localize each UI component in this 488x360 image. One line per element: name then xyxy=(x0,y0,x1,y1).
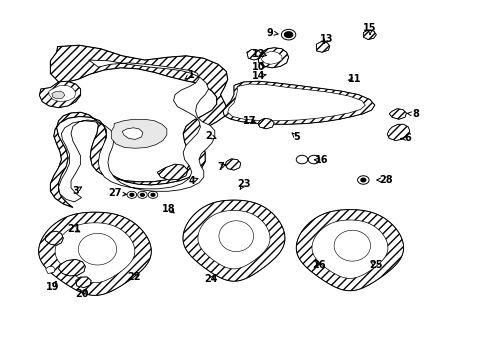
Polygon shape xyxy=(183,200,285,281)
Text: 14: 14 xyxy=(252,71,265,81)
Polygon shape xyxy=(333,230,370,261)
Polygon shape xyxy=(59,259,85,276)
Polygon shape xyxy=(363,30,376,40)
Text: 12: 12 xyxy=(252,49,265,59)
Circle shape xyxy=(283,31,293,38)
Circle shape xyxy=(151,193,155,196)
Circle shape xyxy=(140,193,144,196)
Polygon shape xyxy=(198,211,269,269)
Text: 19: 19 xyxy=(46,282,60,292)
Polygon shape xyxy=(386,124,409,140)
Text: 9: 9 xyxy=(266,27,273,37)
Polygon shape xyxy=(257,48,288,68)
Polygon shape xyxy=(55,223,135,283)
Text: 5: 5 xyxy=(292,132,299,142)
Polygon shape xyxy=(50,45,227,207)
Text: 27: 27 xyxy=(108,188,122,198)
Text: 25: 25 xyxy=(369,260,382,270)
Text: 23: 23 xyxy=(236,179,250,189)
Polygon shape xyxy=(40,81,81,108)
Polygon shape xyxy=(225,159,240,170)
Text: 11: 11 xyxy=(347,75,361,85)
Text: 13: 13 xyxy=(320,34,333,44)
Text: 16: 16 xyxy=(315,155,328,165)
Polygon shape xyxy=(257,118,274,129)
Polygon shape xyxy=(311,220,387,278)
Polygon shape xyxy=(39,212,151,296)
Text: 15: 15 xyxy=(363,23,376,33)
Polygon shape xyxy=(388,109,406,119)
Text: 18: 18 xyxy=(162,204,175,214)
Text: 6: 6 xyxy=(403,133,410,143)
Text: 17: 17 xyxy=(242,116,256,126)
Polygon shape xyxy=(219,221,253,252)
Polygon shape xyxy=(296,210,403,291)
Polygon shape xyxy=(316,42,329,52)
Text: 4: 4 xyxy=(188,176,195,186)
Text: 22: 22 xyxy=(127,272,141,282)
Circle shape xyxy=(360,178,365,182)
Polygon shape xyxy=(78,233,116,265)
Polygon shape xyxy=(45,266,55,274)
Text: 7: 7 xyxy=(217,162,224,172)
Text: 2: 2 xyxy=(205,131,211,141)
Polygon shape xyxy=(59,60,214,202)
Text: 21: 21 xyxy=(67,224,81,234)
Polygon shape xyxy=(76,277,91,288)
Circle shape xyxy=(130,193,134,196)
Text: 10: 10 xyxy=(252,62,265,72)
Text: 24: 24 xyxy=(204,274,217,284)
Text: 8: 8 xyxy=(412,109,419,120)
Polygon shape xyxy=(223,81,374,124)
Polygon shape xyxy=(122,128,142,139)
Text: 1: 1 xyxy=(187,70,194,80)
Text: 20: 20 xyxy=(75,289,88,298)
Polygon shape xyxy=(45,231,63,245)
Text: 26: 26 xyxy=(311,260,325,270)
Text: 28: 28 xyxy=(378,175,392,185)
Polygon shape xyxy=(246,49,261,60)
Polygon shape xyxy=(227,84,365,121)
Polygon shape xyxy=(49,85,76,102)
Polygon shape xyxy=(111,119,166,148)
Polygon shape xyxy=(261,51,281,64)
Polygon shape xyxy=(157,164,187,180)
Polygon shape xyxy=(52,91,64,99)
Text: 3: 3 xyxy=(72,186,79,195)
